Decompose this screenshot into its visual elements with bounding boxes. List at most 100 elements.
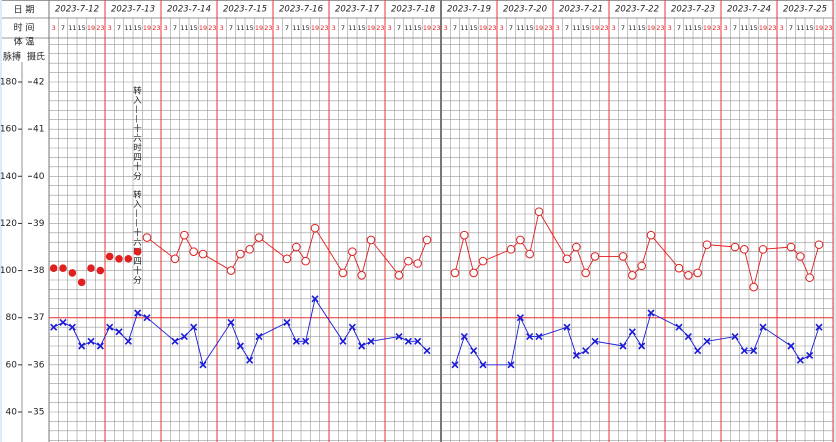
time-label: 7 [677, 24, 681, 32]
time-label: 15 [246, 24, 254, 32]
time-label: 3 [500, 24, 504, 32]
temp-tick-label: 39 [33, 219, 45, 229]
temp-point [68, 323, 76, 331]
time-label: 15 [470, 24, 478, 32]
temp-point [59, 318, 67, 326]
time-label: 19 [143, 24, 151, 32]
time-label: 7 [229, 24, 233, 32]
pulse-point [404, 256, 413, 266]
temp-point [143, 314, 151, 322]
temp-point [740, 347, 748, 355]
pulse-point [282, 254, 292, 264]
time-label: 11 [292, 24, 300, 32]
pulse-point-filled [87, 264, 95, 273]
temp-point [647, 309, 655, 317]
pulse-point [394, 270, 404, 280]
time-label: 7 [621, 24, 625, 32]
pulse-tick-label: 120 [0, 219, 17, 229]
temp-point [460, 333, 468, 341]
temp-point [563, 323, 571, 331]
time-label: 3 [668, 24, 672, 32]
pulse-point [413, 259, 422, 268]
pulse-point [562, 254, 572, 264]
time-label: 15 [190, 24, 198, 32]
pulse-point [478, 256, 488, 266]
temperature-line [454, 312, 820, 366]
pulse-point [301, 256, 310, 266]
pulse-point [796, 252, 805, 261]
time-label: 3 [612, 24, 616, 32]
temp-point [507, 361, 515, 369]
temp-point [451, 361, 459, 369]
time-label: 23 [768, 24, 776, 32]
date-label: 2023-7-19 [447, 5, 491, 15]
time-label: 3 [164, 24, 168, 32]
pulse-point [180, 230, 189, 240]
time-label: 19 [759, 24, 767, 32]
pulse-point [422, 235, 432, 245]
date-label: 2023-7-16 [279, 5, 324, 15]
time-label: 19 [367, 24, 375, 32]
time-label: 15 [526, 24, 534, 32]
temp-tick-label: 41 [33, 125, 44, 135]
date-label: 2023-7-13 [111, 5, 155, 15]
time-label: 15 [750, 24, 758, 32]
time-label: 7 [509, 24, 513, 32]
time-label: 11 [796, 24, 804, 32]
temp-point [796, 356, 804, 364]
pulse-point [628, 270, 637, 280]
pulse-point [805, 273, 814, 282]
pulse-tick-label: 160 [0, 125, 17, 135]
time-label: 时 间 [14, 22, 35, 34]
time-label: 15 [134, 24, 142, 32]
pulse-point-filled [59, 264, 67, 273]
date-label: 2023-7-23 [671, 5, 715, 15]
temp-point [292, 337, 300, 345]
pulse-point [506, 245, 516, 254]
time-label: 7 [789, 24, 793, 32]
time-label: 11 [68, 24, 76, 32]
time-label: 23 [712, 24, 720, 32]
temp-point [227, 318, 235, 326]
pulse-tick-label: 60 [6, 360, 18, 370]
pulse-point [226, 266, 236, 275]
temp-point [479, 361, 487, 369]
pulse-point [525, 249, 534, 259]
celsius-label: 摄氏 [27, 51, 45, 63]
temp-point [255, 333, 263, 341]
temp-point [750, 347, 758, 355]
temp-point [171, 337, 179, 345]
time-label: 7 [285, 24, 289, 32]
pulse-point [450, 268, 460, 278]
pulse-point [730, 242, 740, 252]
pulse-point-filled [105, 252, 114, 261]
pulse-point [572, 242, 581, 252]
temp-point [339, 337, 347, 345]
temp-point [638, 342, 646, 350]
date-label: 2023-7-21 [559, 5, 603, 15]
pulse-tick-label: 40 [6, 408, 18, 418]
pulse-point [516, 235, 525, 245]
temp-point [694, 347, 702, 355]
temp-point [283, 318, 291, 326]
pulse-point [236, 249, 245, 259]
time-label: 11 [460, 24, 468, 32]
time-label: 23 [208, 24, 216, 32]
temp-point [236, 342, 244, 350]
temp-point [115, 328, 123, 336]
temp-point [591, 337, 599, 345]
pulse-point [684, 270, 693, 280]
temp-point [787, 342, 795, 350]
time-label: 23 [320, 24, 328, 32]
time-label: 23 [376, 24, 384, 32]
pulse-point-filled [68, 269, 77, 277]
temp-point [414, 337, 422, 345]
temp-point [628, 328, 636, 336]
date-label: 2023-7-12 [55, 5, 99, 15]
temp-point [87, 337, 95, 345]
temp-point [367, 337, 375, 345]
temp-point [311, 295, 319, 303]
time-label: 23 [544, 24, 552, 32]
temp-point [526, 333, 534, 341]
time-label: 7 [117, 24, 121, 32]
